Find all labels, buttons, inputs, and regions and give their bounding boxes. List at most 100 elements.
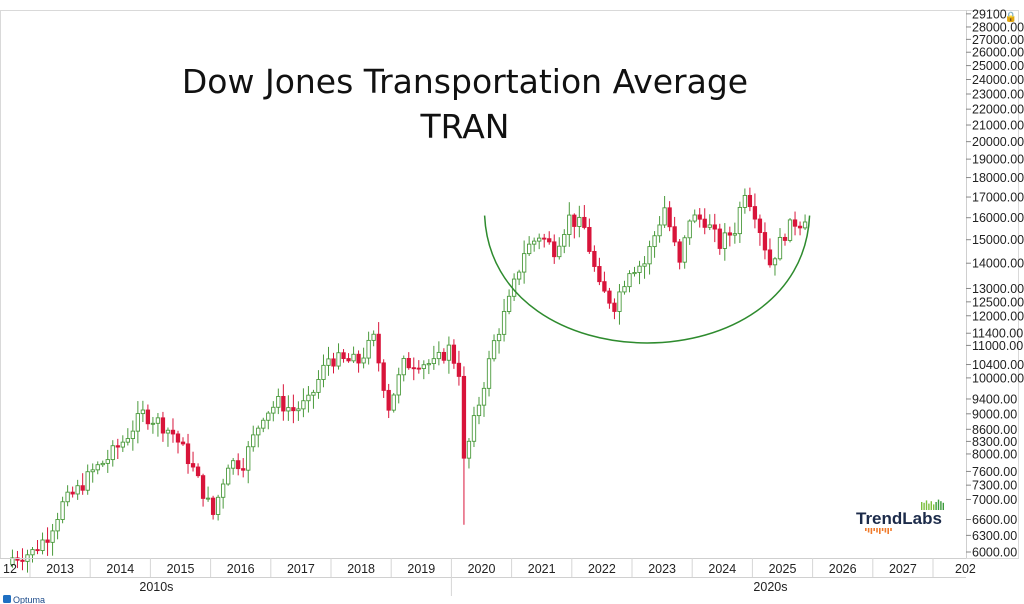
candle-body (60, 501, 65, 520)
candle-body (732, 233, 737, 236)
candle-body (20, 559, 25, 562)
candle-body (667, 207, 672, 228)
candle-body (316, 379, 321, 393)
logo-bar-up (921, 502, 923, 510)
y-tick-label: 7600.00 (972, 465, 1017, 479)
chart-subtitle: TRAN (419, 107, 509, 146)
candle-body (356, 353, 361, 364)
candle-body (787, 219, 793, 241)
candle-body (697, 214, 702, 220)
candle-body (782, 236, 788, 241)
candle-body (587, 227, 592, 252)
logo-bar-up (930, 501, 932, 510)
candle-body (617, 291, 622, 312)
y-tick-label: 11000.00 (972, 339, 1023, 353)
optuma-footer: Optuma (3, 595, 45, 604)
logo-bar-up (942, 502, 944, 510)
candle-body (777, 236, 783, 260)
candle-body (391, 394, 396, 411)
candle-body (246, 446, 251, 471)
logo-bar-down (884, 528, 887, 533)
candle-body (125, 438, 130, 443)
candle-body (567, 214, 572, 235)
candle-body (537, 237, 542, 242)
candle-body (296, 408, 301, 412)
candle-body (552, 241, 557, 258)
candle-body (486, 358, 492, 389)
candle-body (231, 460, 236, 469)
optuma-label: Optuma (13, 595, 45, 604)
y-tick-label: 6000.00 (972, 546, 1017, 560)
y-tick-label: 14000.00 (972, 257, 1024, 271)
candle-body (15, 557, 20, 561)
candle-body (351, 353, 356, 362)
candle-body (416, 367, 421, 370)
candle-body (326, 358, 331, 366)
candle-body (521, 253, 527, 273)
candle-body (547, 238, 552, 243)
candle-body (466, 440, 472, 459)
y-tick-label: 24000.00 (972, 73, 1024, 87)
candle-body (120, 441, 125, 448)
candle-body (135, 413, 141, 432)
candle-body (215, 496, 221, 515)
candle-body (85, 471, 90, 491)
candle-body (160, 417, 166, 434)
optuma-icon (3, 595, 11, 603)
candle-body (331, 358, 336, 367)
candle-body (592, 250, 597, 267)
y-tick-label: 27000.00 (972, 33, 1024, 47)
lock-icon[interactable]: 🔒 (1005, 11, 1017, 23)
candle-body (195, 466, 201, 477)
x-year-label: 202 (955, 562, 976, 576)
candle-body (572, 214, 577, 227)
y-tick-label: 29100. (972, 7, 1010, 21)
candle-body (401, 357, 406, 376)
candle-body (712, 224, 717, 230)
y-tick-label: 26000.00 (972, 46, 1024, 60)
x-year-label: 2025 (769, 562, 797, 576)
x-decade-label: 2020s (753, 580, 787, 594)
candle-body (527, 243, 532, 255)
candle-body (396, 374, 401, 396)
candle-body (767, 249, 773, 266)
candle-body (637, 265, 642, 273)
candle-body (662, 207, 667, 226)
brand-name: TrendLabs (856, 509, 942, 528)
candle-body (491, 340, 497, 360)
candle-body (562, 234, 567, 247)
x-year-label: 2016 (227, 562, 255, 576)
x-year-label: 2017 (287, 562, 315, 576)
candle-body (376, 333, 381, 364)
y-tick-label: 12000.00 (972, 309, 1024, 323)
candle-body (451, 344, 457, 364)
x-year-label: 2013 (46, 562, 74, 576)
y-tick-label: 8000.00 (972, 447, 1017, 461)
candle-body (336, 352, 341, 367)
candle-body (145, 409, 151, 425)
y-tick-label: 16000.00 (972, 211, 1024, 225)
candle-body (180, 441, 186, 445)
logo-bar-down (873, 528, 875, 531)
x-axis: 12 2013 2014 2015 2016 2017 2018 2019 2020 2021 20… (0, 558, 976, 596)
logo-bar-down (890, 528, 892, 531)
candle-body (557, 245, 562, 258)
candle-body (210, 497, 216, 515)
y-tick-label: 9400.00 (972, 392, 1017, 406)
logo-bar-down (879, 528, 881, 534)
candle-body (657, 224, 662, 237)
x-year-label: 2020 (468, 562, 496, 576)
x-year-label: 2024 (708, 562, 736, 576)
candle-body (286, 407, 291, 412)
logo-bar-up (940, 501, 942, 510)
candle-body (75, 485, 80, 495)
candle-body (251, 434, 256, 448)
chart-title: Dow Jones Transportation Average (182, 62, 748, 101)
candle-body (266, 412, 271, 421)
candle-body (672, 226, 677, 243)
candle-body (797, 225, 803, 229)
y-tick-label: 8600.00 (972, 423, 1017, 437)
candle-body (226, 467, 231, 485)
candle-body (175, 433, 181, 443)
